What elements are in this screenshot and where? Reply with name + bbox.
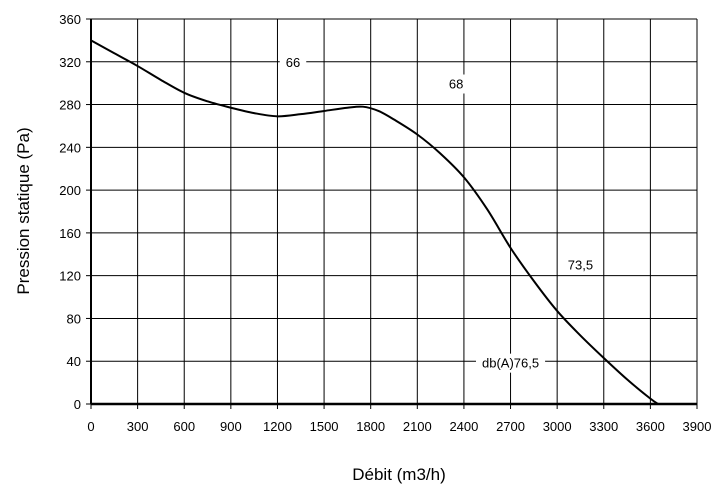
x-tick-labels: 0 300 600 900 1200 1500 1800 2100 2400 2700 3000 33… <box>87 419 711 434</box>
annotation: 68 <box>442 74 470 94</box>
annotation-label: 66 <box>286 55 300 70</box>
x-tick-label: 0 <box>87 419 94 434</box>
annotations: 66 68 73,5 db(A)76,5 <box>279 53 600 373</box>
x-tick-label: 3300 <box>589 419 618 434</box>
y-tick-label: 200 <box>59 183 81 198</box>
series-layer <box>90 39 659 405</box>
x-tick-label: 1200 <box>263 419 292 434</box>
annotation-background <box>442 74 470 94</box>
grid <box>91 18 698 404</box>
x-tick-label: 3000 <box>543 419 572 434</box>
pressure-curve <box>90 39 659 405</box>
annotation-background <box>279 53 307 73</box>
x-tick-label: 900 <box>220 419 242 434</box>
y-axis-title: Pression statique (Pa) <box>14 127 33 294</box>
x-tick-label: 300 <box>127 419 149 434</box>
y-tick-label: 280 <box>59 98 81 113</box>
x-tick-label: 1800 <box>356 419 385 434</box>
y-tick-label: 40 <box>67 354 81 369</box>
annotation-label: 73,5 <box>568 257 593 272</box>
y-tick-label: 80 <box>67 311 81 326</box>
x-tick-label: 2700 <box>496 419 525 434</box>
x-tick-label: 1500 <box>310 419 339 434</box>
y-tick-label: 320 <box>59 55 81 70</box>
annotation-label: 68 <box>449 77 463 92</box>
annotation: 66 <box>279 53 307 73</box>
y-tick-labels: 0 40 80 120 160 200 240 280 320 360 <box>59 12 81 412</box>
y-tick-label: 360 <box>59 12 81 27</box>
x-tick-label: 2100 <box>403 419 432 434</box>
annotation: db(A)76,5 <box>475 353 546 373</box>
x-tick-label: 3600 <box>636 419 665 434</box>
x-axis-title: Débit (m3/h) <box>352 465 446 484</box>
y-tick-label: 160 <box>59 226 81 241</box>
annotation: 73,5 <box>561 255 600 275</box>
axes <box>86 18 698 409</box>
x-tick-label: 3900 <box>683 419 712 434</box>
annotation-background <box>475 353 546 373</box>
x-tick-label: 600 <box>173 419 195 434</box>
y-tick-label: 120 <box>59 269 81 284</box>
y-tick-label: 240 <box>59 140 81 155</box>
annotation-label: db(A)76,5 <box>482 356 539 371</box>
x-tick-label: 2400 <box>449 419 478 434</box>
y-tick-label: 0 <box>74 397 81 412</box>
annotation-background <box>561 255 600 275</box>
